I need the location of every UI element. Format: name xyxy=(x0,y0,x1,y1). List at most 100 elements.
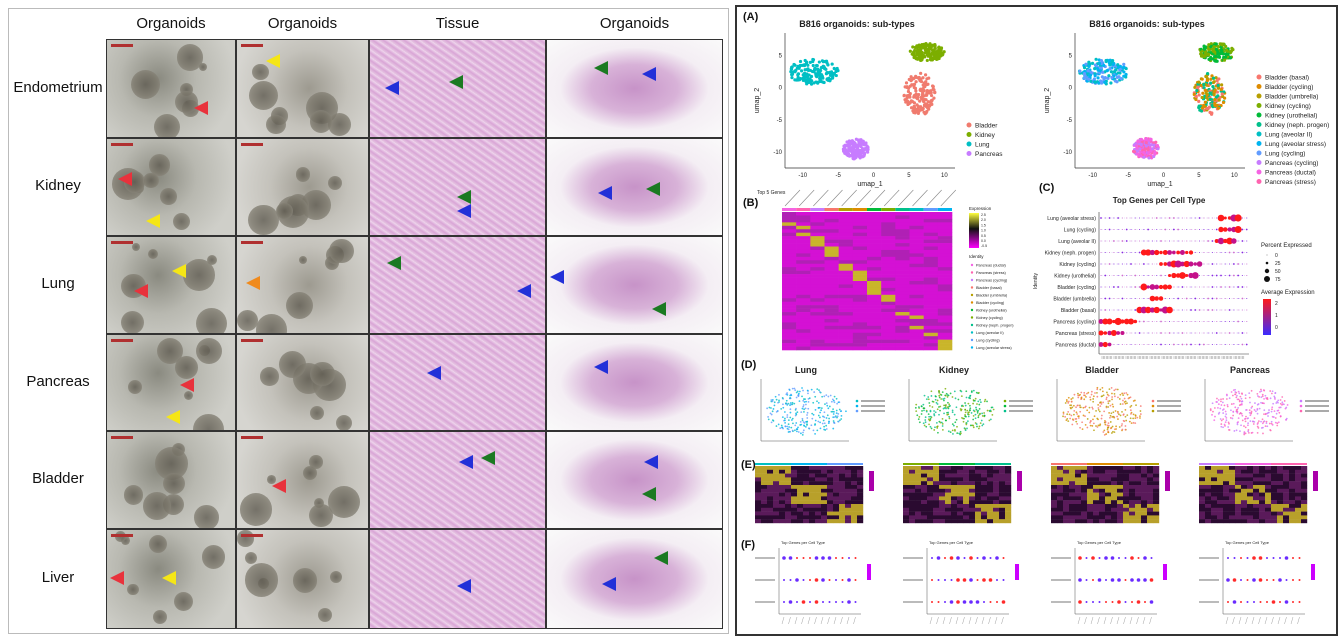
cell-point xyxy=(929,93,934,98)
gene-dot xyxy=(1113,309,1115,311)
heatmap-cell xyxy=(945,507,952,512)
cell-point xyxy=(817,60,821,64)
cell-point xyxy=(1212,45,1216,49)
heatmap-cell xyxy=(1241,469,1248,474)
cell-point xyxy=(943,412,945,415)
cell-point xyxy=(1099,401,1102,404)
red-arrowhead-icon xyxy=(180,378,194,392)
heatmap-cell xyxy=(1135,477,1142,482)
cell-point xyxy=(935,422,938,424)
heatmap-cell xyxy=(1111,469,1118,474)
cell-point xyxy=(1260,396,1263,399)
cell-point xyxy=(966,427,968,430)
cell-point xyxy=(1094,57,1098,61)
heatmap-cell xyxy=(1295,496,1302,501)
heatmap-cell xyxy=(785,481,792,486)
gene-dot xyxy=(1203,309,1205,311)
gene-tick-label xyxy=(1097,616,1100,625)
gene-dot xyxy=(1147,217,1149,219)
heatmap-cell xyxy=(824,267,839,271)
heatmap-cell xyxy=(755,469,762,474)
cell-point xyxy=(1241,393,1244,395)
cell-point xyxy=(1229,50,1233,54)
gene-dot xyxy=(1130,252,1132,253)
heatmap-cell xyxy=(1235,485,1242,489)
cell-point xyxy=(976,411,979,414)
gene-dot xyxy=(1100,252,1102,253)
cell-point xyxy=(1200,53,1204,57)
cell-point xyxy=(1224,415,1227,418)
heatmap-cell xyxy=(785,469,792,474)
gene-dot xyxy=(1169,321,1171,322)
heatmap-cell xyxy=(945,477,952,482)
cell-point xyxy=(927,44,931,48)
cell-point xyxy=(1105,405,1108,408)
blue-arrowhead-icon xyxy=(602,577,616,591)
cell-point xyxy=(853,151,858,155)
heatmap-cell xyxy=(909,469,916,474)
cell-point xyxy=(1062,415,1064,418)
cell-point xyxy=(789,394,792,397)
heatmap-cell xyxy=(803,488,810,493)
cell-point xyxy=(836,415,839,418)
heatmap-cell xyxy=(782,222,797,227)
cell-point xyxy=(1285,406,1288,409)
heatmap-cell xyxy=(999,507,1006,512)
heatmap-cell xyxy=(821,466,828,470)
organoid xyxy=(147,249,158,260)
cell-point xyxy=(944,387,947,390)
heatmap-cell xyxy=(824,260,839,265)
heatmap-cell xyxy=(1295,477,1302,482)
heatmap-cell xyxy=(852,225,868,230)
cell-point xyxy=(1121,410,1123,413)
heatmap-cell xyxy=(797,511,804,516)
heatmap-cell xyxy=(839,473,846,478)
heatmap-cell xyxy=(767,469,774,474)
cell-point xyxy=(1093,429,1095,432)
cell-point xyxy=(1276,422,1279,425)
heatmap-cell xyxy=(838,312,854,316)
gene-dot xyxy=(1117,252,1119,253)
heatmap-cell xyxy=(951,519,958,524)
gene-dot xyxy=(1190,332,1192,334)
gene-dot xyxy=(1149,284,1156,290)
heatmap-cell xyxy=(1199,511,1206,516)
cell-point xyxy=(934,411,937,414)
cell-point xyxy=(1107,431,1110,434)
heatmap-cell xyxy=(1093,500,1100,505)
heatmap-cell xyxy=(824,229,839,233)
row-label xyxy=(1051,601,1071,603)
heatmap-cell xyxy=(867,287,882,292)
heatmap-cell xyxy=(909,504,916,508)
heatmap-cell xyxy=(909,301,924,306)
cell-point xyxy=(822,419,825,422)
cell-point xyxy=(810,69,815,74)
cell-point xyxy=(947,401,949,404)
heatmap-cell xyxy=(915,488,922,493)
heatmap-cell xyxy=(1283,511,1290,516)
cell-point xyxy=(830,62,834,66)
organoid xyxy=(255,314,288,333)
cell-point xyxy=(1074,418,1077,420)
heatmap-cell xyxy=(857,519,864,524)
cell-point xyxy=(1109,416,1111,419)
gene-dot xyxy=(969,600,973,604)
gene-dot xyxy=(1216,286,1218,288)
heatmap-cell xyxy=(773,481,780,486)
heatmap-cell xyxy=(975,481,982,486)
heatmap-cell xyxy=(1057,485,1064,489)
heatmap-cell xyxy=(755,511,762,516)
heatmap-cell xyxy=(761,473,768,478)
heatmap-cell xyxy=(987,496,994,501)
cell-point xyxy=(1245,415,1247,418)
heatmap-cell xyxy=(1253,488,1260,493)
heatmap-cell xyxy=(1123,469,1130,474)
heatmap-cell xyxy=(881,325,896,330)
cell-point xyxy=(1107,426,1110,429)
gene-dot xyxy=(1143,332,1145,334)
cell-point xyxy=(1077,394,1079,397)
cell-point xyxy=(928,402,931,404)
heatmap-cell xyxy=(1117,477,1124,482)
gene-dot xyxy=(1117,263,1119,265)
heatmap-cell xyxy=(1235,500,1242,505)
